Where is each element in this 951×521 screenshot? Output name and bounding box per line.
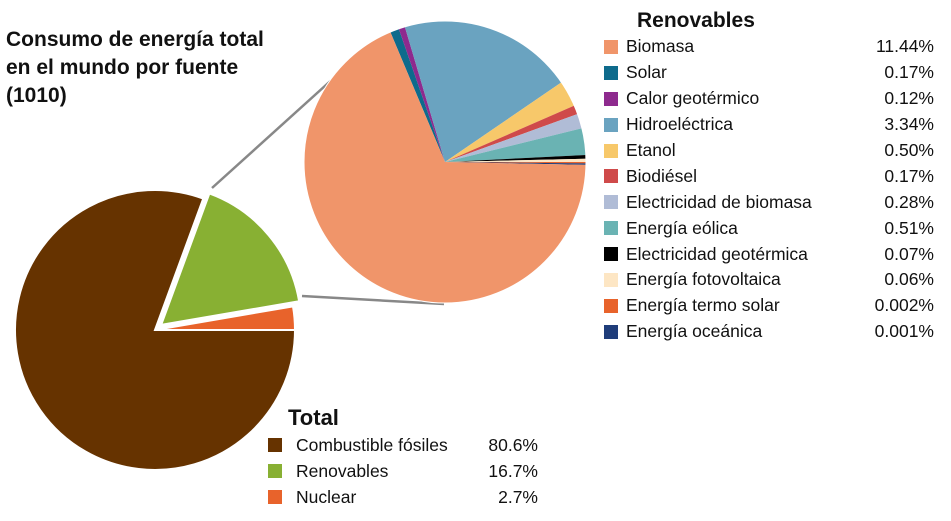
legend-total-title: Total (288, 405, 339, 430)
legend-renovables-item: Etanol 0.50% (604, 138, 934, 164)
legend-renovables-swatch (604, 247, 618, 262)
legend-renovables-value: 0.50% (884, 140, 934, 160)
legend-renovables-swatch (604, 169, 618, 184)
legend-renovables-value: 0.51% (884, 217, 934, 238)
legend-total-item: Combustible fósiles 80.6% (268, 432, 538, 458)
legend-total-swatch (268, 490, 282, 504)
legend-renovables-item: Hidroeléctrica 3.34% (604, 112, 934, 138)
legend-renovables-item: Energía fotovoltaica 0.06% (604, 267, 934, 293)
legend-renovables-label: Etanol (626, 140, 676, 160)
slice-energia-oceanica (445, 162, 586, 165)
legend-total-value: 16.7% (488, 460, 538, 481)
legend-renovables-swatch (604, 324, 618, 339)
legend-renovables-item: Energía oceánica 0.001% (604, 319, 934, 345)
legend-renovables-label: Energía termo solar (626, 295, 780, 316)
legend-renovables-label: Energía eólica (626, 217, 738, 238)
legend-total-value: 2.7% (498, 486, 538, 507)
legend-renovables-item: Electricidad geotérmica 0.07% (604, 241, 934, 267)
slice-energia-termo-solar (445, 161, 586, 164)
legend-renovables-swatch (604, 117, 618, 132)
chart-title: Consumo de energía total en el mundo por… (6, 28, 264, 107)
legend-renovables-value: 0.12% (884, 88, 934, 109)
legend-renovables-label: Biomasa (626, 36, 695, 57)
legend-renovables-value: 0.002% (874, 295, 934, 316)
legend-renovables-value: 0.17% (884, 62, 934, 83)
legend-renovables-value: 0.07% (884, 243, 934, 264)
slice-biodiesel (445, 105, 578, 162)
legend-renovables-label: Energía oceánica (626, 321, 763, 342)
slice-energia-eolica (445, 128, 586, 162)
slice-etanol (445, 82, 575, 162)
legend-renovables-item: Biomasa 11.44% (604, 34, 934, 60)
slice-electricidad-de-biomasa (445, 114, 582, 162)
pie-renovables-outline (303, 20, 587, 304)
legend-renovables-item: Biodiésel 0.17% (604, 163, 934, 189)
legend-renovables-label: Hidroeléctrica (626, 114, 733, 135)
legend-renovables-value: 3.34% (884, 114, 934, 135)
legend-renovables-value: 0.06% (884, 269, 934, 290)
slice-nuclear (154, 305, 297, 331)
slice-solar (390, 28, 445, 163)
slice-renovables (159, 192, 301, 327)
legend-renovables-swatch (604, 272, 618, 287)
pie-renovables (303, 20, 587, 304)
legend-renovables-item: Calor geotérmico 0.12% (604, 86, 934, 112)
legend-total-value: 80.6% (488, 434, 538, 455)
legend-renovables-label: Biodiésel (626, 165, 698, 186)
legend-renovables-swatch (604, 221, 618, 236)
legend-total-swatch (268, 438, 282, 452)
legend-renovables-item: Energía eólica 0.51% (604, 215, 934, 241)
legend-renovables-item: Electricidad de biomasa 0.28% (604, 189, 934, 215)
legend-renovables-item: Solar 0.17% (604, 60, 934, 86)
slice-hidroelectrica (404, 20, 562, 163)
legend-renovables-swatch (604, 143, 618, 158)
legend-renovables-label: Calor geotérmico (626, 88, 760, 109)
legend-renovables-value: 0.17% (884, 165, 934, 186)
legend-renovables-title: Renovables (637, 9, 755, 32)
legend-renovables-value: 0.001% (874, 321, 934, 342)
legend-total-item: Renovables 16.7% (268, 458, 538, 484)
slice-calor-geotermico (398, 26, 445, 162)
legend-renovables-label: Electricidad de biomasa (626, 191, 812, 212)
legend-renovables-value: 11.44% (875, 36, 934, 57)
slice-electricidad-geotermica (445, 155, 586, 162)
legend-renovables-label: Electricidad geotérmica (626, 243, 808, 264)
legend-total-swatch (268, 464, 282, 478)
pie-total (14, 189, 301, 471)
legend-total-label: Nuclear (296, 486, 357, 507)
slice-energia-fotovoltaica (445, 158, 586, 162)
legend-renovables-swatch (604, 39, 618, 54)
legend-renovables-swatch (604, 195, 618, 210)
connector-line-bottom (301, 294, 445, 306)
legend-renovables-swatch (604, 298, 618, 313)
legend-renovables-swatch (604, 91, 618, 106)
legend-total-item: Nuclear 2.7% (268, 484, 538, 510)
legend-total: Total Combustible fósiles 80.6% Renovables… (268, 404, 538, 510)
legend-total-label: Renovables (296, 460, 389, 481)
slice-biomasa (303, 32, 586, 304)
legend-renovables-label: Solar (626, 62, 667, 83)
legend-renovables-value: 0.28% (884, 191, 934, 212)
legend-renovables-item: Energía termo solar 0.002% (604, 293, 934, 319)
legend-renovables-swatch (604, 65, 618, 80)
slice-combustible-fosiles (14, 189, 297, 471)
legend-total-label: Combustible fósiles (296, 434, 448, 455)
legend-renovables: Renovables Biomasa 11.44% Solar 0.17% Calor … (604, 8, 934, 345)
legend-renovables-label: Energía fotovoltaica (626, 269, 781, 290)
